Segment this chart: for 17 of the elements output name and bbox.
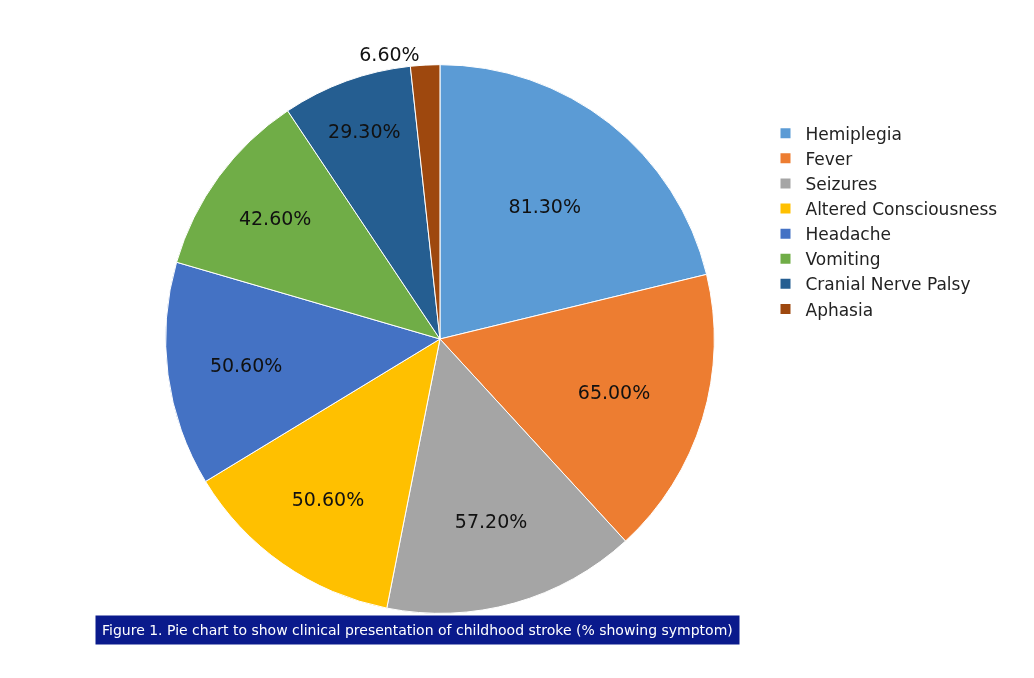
legend-label: Aphasia [805,299,874,320]
data-label: 50.60% [209,353,283,376]
legend-label: Hemiplegia [805,123,902,144]
data-label: 65.00% [577,380,651,403]
legend-label: Cranial Nerve Palsy [805,274,971,295]
caption: Figure 1. Pie chart to show clinical presentation of childhood stroke (% showing symptom) [102,622,733,638]
data-label: 6.60% [359,43,420,66]
data-label: 29.30% [328,119,401,142]
data-label: 42.60% [238,207,312,230]
data-label: 57.20% [454,509,528,532]
legend-label: Seizures [805,174,878,195]
data-label: 50.60% [291,488,365,511]
legend-label: Fever [805,148,853,169]
legend-label: Altered Consciousness [805,199,998,220]
legend-label: Vomiting [805,249,881,270]
legend-label: Headache [805,224,891,245]
data-label: 81.30% [508,194,581,217]
